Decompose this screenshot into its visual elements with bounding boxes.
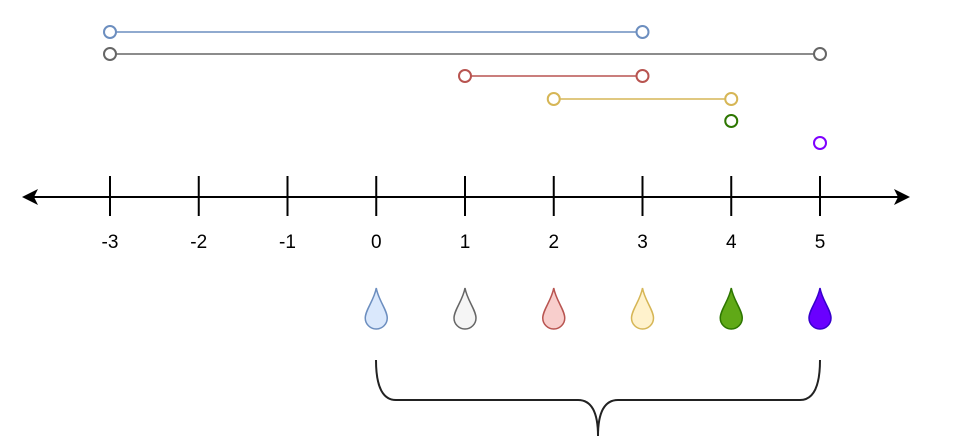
brace	[375, 359, 821, 437]
tick-label: -2	[190, 232, 207, 253]
drop	[364, 287, 389, 330]
drop	[541, 287, 566, 330]
interval-start	[103, 25, 117, 39]
tick-label: -1	[279, 232, 296, 253]
interval-start	[813, 136, 827, 150]
drop	[719, 287, 744, 330]
interval-end	[635, 69, 650, 83]
drop	[630, 287, 655, 330]
tick-label: 2	[548, 232, 559, 253]
arrow-right	[894, 189, 910, 205]
interval-start	[103, 47, 117, 61]
interval-end	[635, 25, 650, 39]
interval-end	[724, 92, 739, 106]
interval-start	[724, 114, 739, 128]
tick-label: 4	[726, 232, 737, 253]
drop	[808, 287, 832, 330]
arrow-left	[22, 189, 38, 205]
tick-label: 5	[815, 232, 826, 253]
interval-start	[546, 92, 561, 106]
interval-start	[458, 69, 472, 83]
tick-label: -3	[102, 232, 119, 253]
interval-end	[813, 47, 827, 61]
tick-label: 1	[460, 232, 471, 253]
drop	[453, 287, 477, 330]
tick-label: 3	[637, 232, 648, 253]
tick-label: 0	[371, 232, 382, 253]
